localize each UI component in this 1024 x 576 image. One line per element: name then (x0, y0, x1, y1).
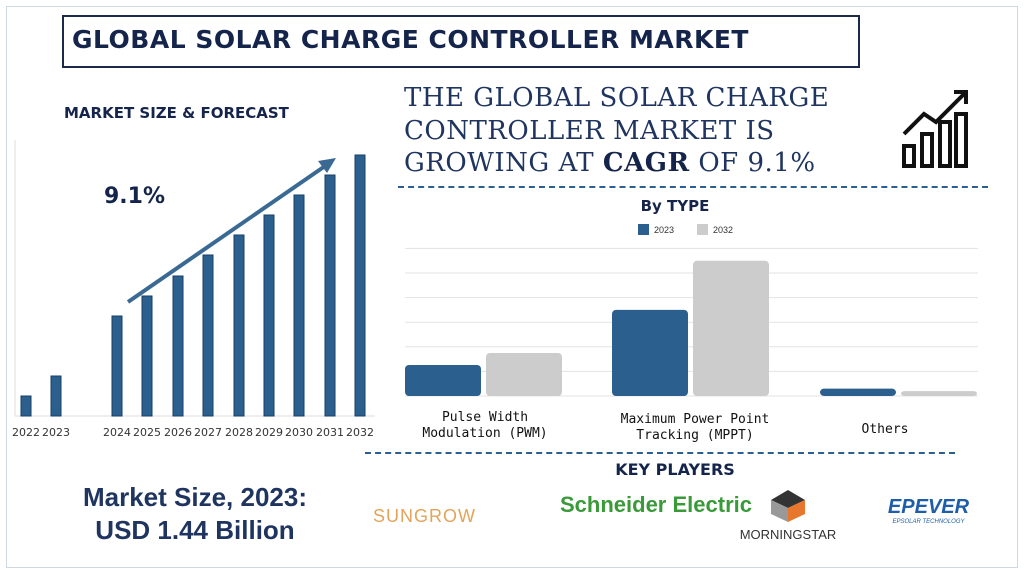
by-type-chart (405, 247, 978, 397)
legend-label: 2023 (654, 224, 675, 235)
tick-label: 2024 (103, 426, 131, 439)
divider-top (398, 186, 988, 188)
key-players-title: KEY PLAYERS (615, 460, 735, 479)
tick-label: 2030 (285, 426, 313, 439)
tick-label: 2032 (346, 426, 374, 439)
bar-2023 (50, 375, 62, 417)
bar-2026 (172, 275, 184, 417)
headline-post: OF 9.1% (689, 148, 816, 178)
bar-2024 (111, 315, 123, 417)
headline-line2: CONTROLLER MARKET IS (404, 115, 775, 146)
headline-line1: THE GLOBAL SOLAR CHARGE (404, 83, 830, 113)
bar-2027 (202, 254, 214, 417)
tick-label: 2023 (42, 426, 70, 439)
growth-arrow (126, 162, 330, 304)
bar-2032-1 (693, 260, 769, 396)
headline: THE GLOBAL SOLAR CHARGE CONTROLLER MARKE… (404, 82, 829, 180)
legend-label: 2032 (713, 224, 734, 235)
bar-2028 (233, 234, 245, 417)
bar-2025 (141, 295, 153, 417)
tick-label: 2031 (316, 426, 344, 439)
category-others: Others (861, 422, 909, 437)
divider-bottom (365, 452, 955, 454)
category-pwm: Pulse Width Modulation (PWM) (422, 410, 548, 442)
by-type-title: By TYPE (640, 197, 710, 215)
page-title: GLOBAL SOLAR CHARGE CONTROLLER MARKET (62, 15, 860, 68)
morningstar-mark (771, 490, 805, 522)
logo-epever: EPEVER EPSOLAR TECHNOLOGY (876, 496, 981, 525)
tick-label: 2022 (12, 426, 40, 439)
tick-label: 2028 (225, 426, 253, 439)
market-size-line2: USD 1.44 Billion (95, 514, 295, 545)
growth-chart-icon (902, 90, 968, 168)
bar-2029 (263, 214, 275, 417)
bar-2032 (354, 154, 366, 417)
bar-2032-0 (486, 352, 562, 396)
forecast-chart: 2022 2023 2024 2025 2026 2027 2028 2029 2030 2031… (12, 140, 375, 439)
headline-line3: GROWING AT CAGR OF 9.1% (404, 147, 829, 180)
bar-2023-1 (612, 309, 688, 396)
legend-2032: 2032 (697, 224, 733, 235)
arrow-head (318, 158, 336, 173)
logo-schneider: Schneider Electric (560, 492, 752, 517)
bar-2023-2 (820, 388, 896, 396)
headline-pre: GROWING AT (404, 148, 603, 178)
epever-text: EPEVER (887, 496, 970, 518)
frame (6, 6, 1018, 568)
legend-2023: 2023 (638, 224, 674, 235)
cagr-annotation: 9.1% (104, 184, 166, 209)
tick-label: 2027 (194, 426, 222, 439)
epever-tagline: EPSOLAR TECHNOLOGY (892, 519, 965, 525)
market-size-text: Market Size, 2023: USD 1.44 Billion (40, 481, 350, 546)
tick-label: 2029 (255, 426, 283, 439)
bar-2031 (324, 174, 336, 417)
tick-label: 2026 (164, 426, 192, 439)
bar-2032-2 (901, 391, 977, 396)
bar-2030 (293, 194, 305, 417)
category-mppt: Maximum Power Point Tracking (MPPT) (620, 412, 770, 444)
market-size-label: MARKET SIZE & FORECAST (64, 104, 289, 122)
morningstar-text: MORNINGSTAR (739, 527, 837, 542)
logo-morningstar: MORNINGSTAR (728, 490, 848, 542)
bar-2022 (20, 395, 32, 417)
tick-label: 2025 (133, 426, 161, 439)
logo-sungrow: SUNGROW (373, 506, 476, 526)
bar-2023-0 (405, 365, 481, 396)
market-size-line1: Market Size, 2023: (82, 482, 307, 512)
headline-cagr: CAGR (602, 148, 690, 178)
